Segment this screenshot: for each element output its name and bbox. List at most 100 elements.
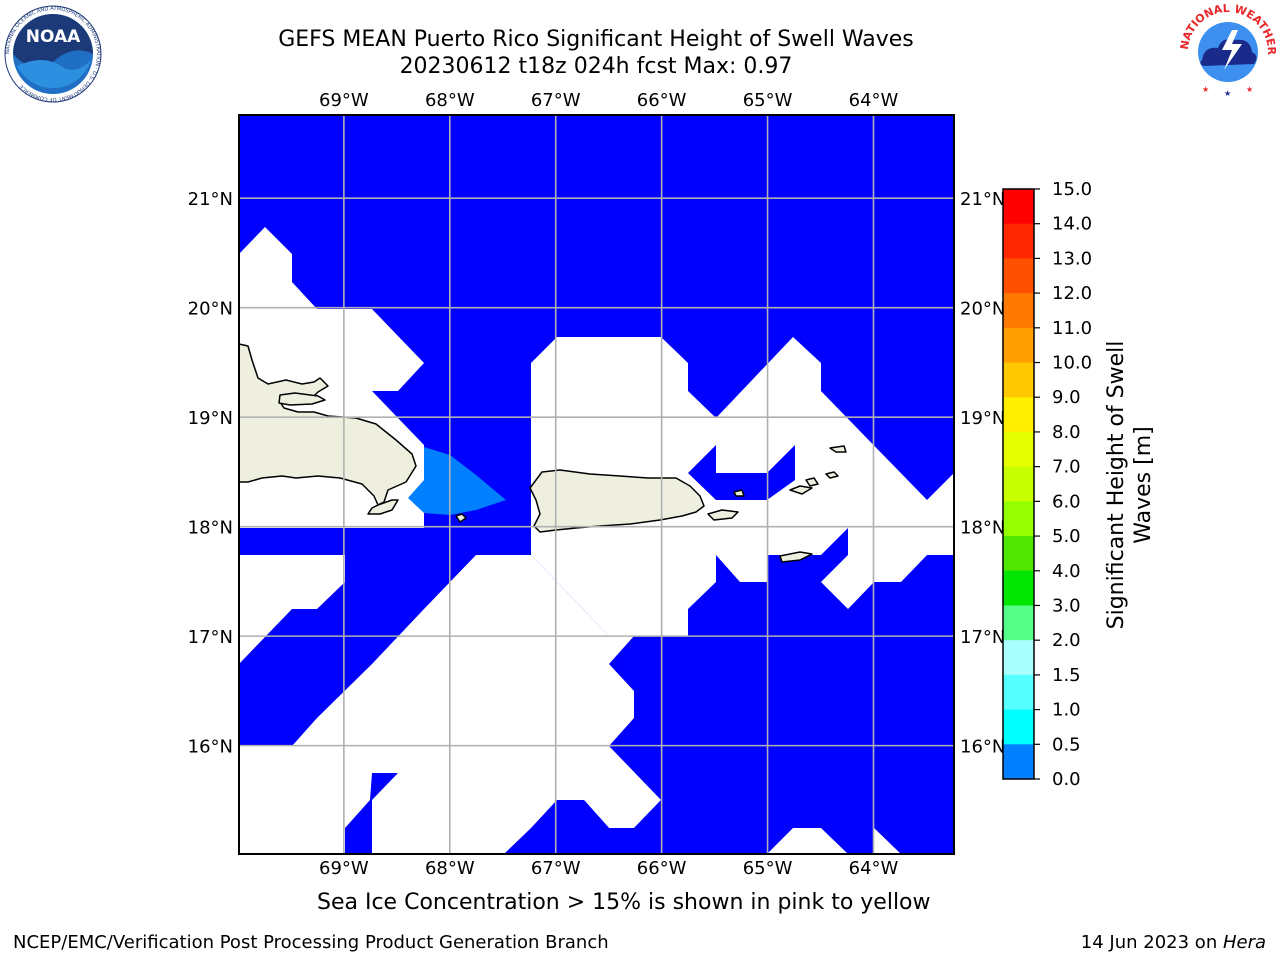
swell-patch — [688, 445, 767, 500]
land — [239, 343, 847, 563]
swell-patch — [345, 773, 398, 854]
mona — [455, 513, 467, 523]
colorbar-tick-label: 15.0 — [1052, 179, 1092, 200]
lon-label-top: 69°W — [319, 90, 369, 111]
map-frame — [238, 114, 955, 855]
colorbar-tick-label: 13.0 — [1052, 248, 1092, 269]
colorbar-tick-label: 10.0 — [1052, 353, 1092, 374]
lon-label-top: 67°W — [531, 90, 581, 111]
sea-ice-caption: Sea Ice Concentration > 15% is shown in … — [317, 890, 931, 915]
vieques — [707, 509, 739, 521]
colorbar-swatch — [1003, 536, 1034, 572]
svg-text:★: ★ — [1202, 85, 1209, 94]
colorbar-tick-label: 0.0 — [1052, 769, 1081, 790]
colorbar-swatch — [1003, 431, 1034, 468]
virgin-islands-4 — [825, 471, 839, 479]
colorbar-tick-label: 9.0 — [1052, 387, 1081, 408]
colorbar-tick-label: 3.0 — [1052, 595, 1081, 616]
colorbar-swatch — [1003, 466, 1034, 502]
gonave — [278, 392, 326, 406]
lat-label-right: 18°N — [960, 518, 1005, 539]
colorbar-swatch — [1003, 293, 1034, 329]
colorbar-swatch — [1003, 744, 1034, 780]
lat-label-left: 20°N — [188, 299, 233, 320]
gridlines — [239, 115, 954, 854]
puerto-rico — [529, 469, 705, 533]
lon-label-bottom: 66°W — [637, 858, 687, 879]
colorbar-swatch — [1003, 501, 1034, 537]
lon-label-bottom: 65°W — [743, 858, 793, 879]
no-data-region — [239, 555, 345, 664]
lon-label-top: 66°W — [637, 90, 687, 111]
lon-label-bottom: 68°W — [425, 858, 475, 879]
lat-label-right: 21°N — [960, 189, 1005, 210]
lat-label-right: 19°N — [960, 408, 1005, 429]
colorbar-tick-label: 11.0 — [1052, 318, 1092, 339]
colorbar: 15.0 14.0 13.0 12.0 11.0 10.0 9.0 8.0 7.0 6.0 5.0 4… — [1002, 179, 1092, 790]
colorbar-tick-label: 1.0 — [1052, 700, 1081, 721]
lat-label-left: 17°N — [188, 627, 233, 648]
colorbar-tick-label: 0.5 — [1052, 734, 1081, 755]
footer-date: 14 Jun 2023 on Hera — [1081, 932, 1266, 953]
colorbar-swatch — [1003, 327, 1034, 364]
hispaniola — [239, 343, 417, 515]
swell-field-0.5-1.0 — [408, 447, 506, 515]
culebra — [733, 489, 745, 497]
colorbar-tick-label: 12.0 — [1052, 283, 1092, 304]
map-area — [239, 115, 954, 854]
colorbar-swatch — [1003, 709, 1034, 745]
colorbar-tick-label: 8.0 — [1052, 422, 1081, 443]
lon-label-bottom: 67°W — [531, 858, 581, 879]
no-data-region — [345, 664, 372, 691]
colorbar-swatch — [1003, 189, 1034, 225]
colorbar-tick-label: 7.0 — [1052, 457, 1081, 478]
footer-host: Hera — [1222, 932, 1266, 953]
colorbar-frame — [1002, 188, 1035, 780]
virgin-islands-3 — [829, 445, 847, 453]
st-croix — [779, 551, 813, 563]
colorbar-tick-label: 4.0 — [1052, 561, 1081, 582]
footer-branch: NCEP/EMC/Verification Post Processing Pr… — [13, 932, 609, 953]
lat-label-left: 18°N — [188, 518, 233, 539]
footer-date-text: 14 Jun 2023 on — [1080, 932, 1223, 953]
swell-patches — [239, 445, 795, 854]
no-data-regions — [239, 227, 954, 854]
colorbar-swatch — [1003, 640, 1034, 676]
lat-label-right: 16°N — [960, 737, 1005, 758]
colorbar-tick-label: 14.0 — [1052, 214, 1092, 235]
colorbar-swatch — [1003, 674, 1034, 711]
colorbar-swatch — [1003, 362, 1034, 398]
colorbar-swatch — [1003, 605, 1034, 641]
colorbar-label-line2: Waves [m] — [1131, 426, 1156, 543]
no-data-region — [716, 418, 767, 445]
chart-subtitle: 20230612 t18z 024h fcst Max: 0.97 — [399, 54, 793, 79]
lat-label-right: 17°N — [960, 627, 1005, 648]
lon-label-top: 64°W — [849, 90, 899, 111]
lat-label-left: 19°N — [188, 408, 233, 429]
swell-patch — [239, 528, 476, 746]
nws-logo: NATIONAL WEATHER SERVICE ★ ★ ★ — [1178, 4, 1278, 98]
svg-text:★: ★ — [1224, 89, 1231, 98]
colorbar-swatch — [1003, 223, 1034, 259]
colorbar-tick-label: 1.5 — [1052, 665, 1081, 686]
lon-label-bottom: 64°W — [849, 858, 899, 879]
noaa-logo: NOAA NATIONAL OCEANIC AND ATMOSPHERIC AD… — [4, 5, 102, 103]
lon-label-bottom: 69°W — [319, 858, 369, 879]
colorbar-tick-label: 2.0 — [1052, 630, 1081, 651]
colorbar-swatch — [1003, 570, 1034, 606]
virgin-islands-2 — [805, 477, 819, 487]
swell-patch — [557, 800, 661, 854]
colorbar-tick-label: 6.0 — [1052, 491, 1081, 512]
no-data-region — [767, 828, 848, 854]
swell-patch — [476, 528, 531, 555]
colorbar-label-line1: Significant Height of Swell — [1104, 341, 1129, 630]
lat-label-left: 21°N — [188, 189, 233, 210]
colorbar-swatch — [1003, 258, 1034, 294]
lat-label-right: 20°N — [960, 299, 1005, 320]
svg-text:★: ★ — [1246, 85, 1253, 94]
lon-label-top: 65°W — [743, 90, 793, 111]
lat-label-left: 16°N — [188, 737, 233, 758]
no-data-region — [874, 828, 901, 854]
colorbar-tick-label: 5.0 — [1052, 526, 1081, 547]
